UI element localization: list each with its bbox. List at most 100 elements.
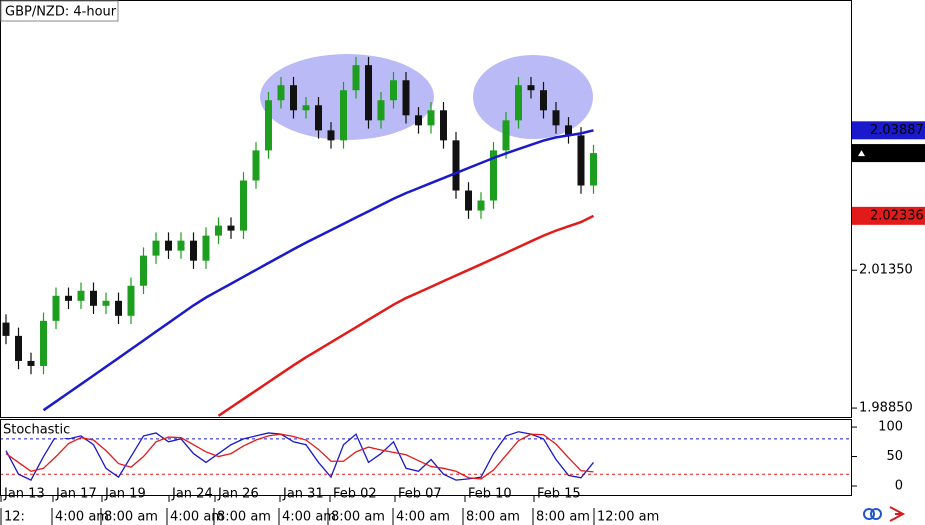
x-date-label: Jan 13 xyxy=(3,487,45,502)
candle-body xyxy=(427,110,435,126)
candle-body xyxy=(90,290,97,306)
moving-average xyxy=(42,129,594,412)
candle-body xyxy=(565,125,572,136)
x-date-label: Feb 02 xyxy=(333,487,377,502)
stoch-title: Stochastic xyxy=(3,423,70,438)
candle-body xyxy=(365,65,372,121)
x-date-label: Jan 19 xyxy=(104,487,146,502)
candle-body xyxy=(2,322,10,336)
candle-body xyxy=(515,85,522,121)
price-box xyxy=(852,121,925,140)
price-arrow xyxy=(858,150,865,157)
candle-body xyxy=(490,150,497,201)
candle-body xyxy=(315,105,322,131)
x-date-label: Feb 10 xyxy=(468,487,512,502)
candle-body xyxy=(15,335,22,361)
x-time-label: 4:00 am xyxy=(170,510,224,525)
candle-body xyxy=(377,100,385,121)
x-date-label: Feb 15 xyxy=(537,487,581,502)
candle-body xyxy=(527,85,535,91)
candle-body xyxy=(540,90,547,111)
y-tick-label: 50 xyxy=(886,449,903,464)
candle-body xyxy=(552,110,560,126)
candle-body xyxy=(152,240,160,256)
candle-body xyxy=(590,153,597,186)
candle-body xyxy=(127,285,135,316)
candle-body xyxy=(115,300,122,316)
highlight-ellipse xyxy=(473,55,593,139)
y-tick-label: 100 xyxy=(878,420,903,435)
stoch-line xyxy=(5,433,594,480)
candle-body xyxy=(340,90,347,141)
x-time-label: 4:00 am xyxy=(396,510,450,525)
x-date-label: Feb 07 xyxy=(398,487,442,502)
title-box xyxy=(0,0,119,22)
x-date-label: Jan 24 xyxy=(171,487,213,502)
x-date-label: Jan 17 xyxy=(55,487,97,502)
candle-body xyxy=(27,360,35,366)
candle-body xyxy=(477,200,485,211)
candle-body xyxy=(102,300,110,306)
arrow-icon[interactable] xyxy=(889,506,906,522)
candle-body xyxy=(252,150,260,181)
y-tick-label: 2.01350 xyxy=(859,263,913,278)
stoch-title-box xyxy=(1,421,71,438)
candle-body xyxy=(277,85,285,101)
candle-body xyxy=(502,120,510,151)
price-label: 2.03887 xyxy=(870,123,924,138)
x-time-label: 12: xyxy=(4,510,25,525)
candle-body xyxy=(227,225,235,231)
candle-body xyxy=(52,295,60,321)
x-time-label: 8:00 am xyxy=(466,510,520,525)
footer-icons xyxy=(863,506,906,522)
chart-title: GBP/NZD: 4-hour xyxy=(5,5,117,20)
candle-body xyxy=(290,85,297,111)
x-time-label: 12:00 am xyxy=(597,510,659,525)
candle-body xyxy=(77,290,85,301)
x-time-label: 4:00 am xyxy=(55,510,109,525)
x-time-label: 4:00 am xyxy=(282,510,336,525)
candle-body xyxy=(452,140,460,191)
price-label: 2.03474 xyxy=(870,146,924,161)
candle-body xyxy=(352,65,360,91)
x-time-label: 8:00 am xyxy=(104,510,158,525)
link-icon[interactable] xyxy=(863,508,875,520)
plot-area xyxy=(0,56,852,481)
x-time-label: 8:00 am xyxy=(331,510,385,525)
y-tick-label: 1.98850 xyxy=(859,401,913,416)
candle-body xyxy=(577,135,585,186)
moving-average xyxy=(217,214,595,417)
candle-body xyxy=(465,190,472,211)
candle-body xyxy=(402,80,410,116)
candle-body xyxy=(240,180,247,231)
candle-body xyxy=(302,105,310,111)
link-icon[interactable] xyxy=(870,508,882,520)
x-date-label: Jan 31 xyxy=(282,487,324,502)
x-date-label: Jan 26 xyxy=(217,487,259,502)
candle-body xyxy=(140,255,147,286)
candle-body xyxy=(40,320,47,366)
candle-body xyxy=(165,240,172,251)
candle-body xyxy=(177,240,185,251)
candle-body xyxy=(415,115,422,126)
stoch-line xyxy=(5,431,595,481)
candle-body xyxy=(390,80,397,101)
candle-body xyxy=(440,110,447,141)
candle-body xyxy=(65,295,72,301)
price-box xyxy=(852,206,925,225)
candle-body xyxy=(327,130,335,141)
x-time-label: 8:00 am xyxy=(536,510,590,525)
price-label: 2.02336 xyxy=(870,208,924,223)
x-time-label: 8:00 am xyxy=(217,510,271,525)
candle-body xyxy=(265,100,272,151)
candle-body xyxy=(215,225,222,236)
main-frame xyxy=(0,0,852,418)
candle-body xyxy=(190,240,197,261)
price-box xyxy=(852,144,925,163)
y-tick-label: 0 xyxy=(895,478,903,493)
candle-body xyxy=(202,235,210,261)
stoch-frame xyxy=(0,419,852,496)
